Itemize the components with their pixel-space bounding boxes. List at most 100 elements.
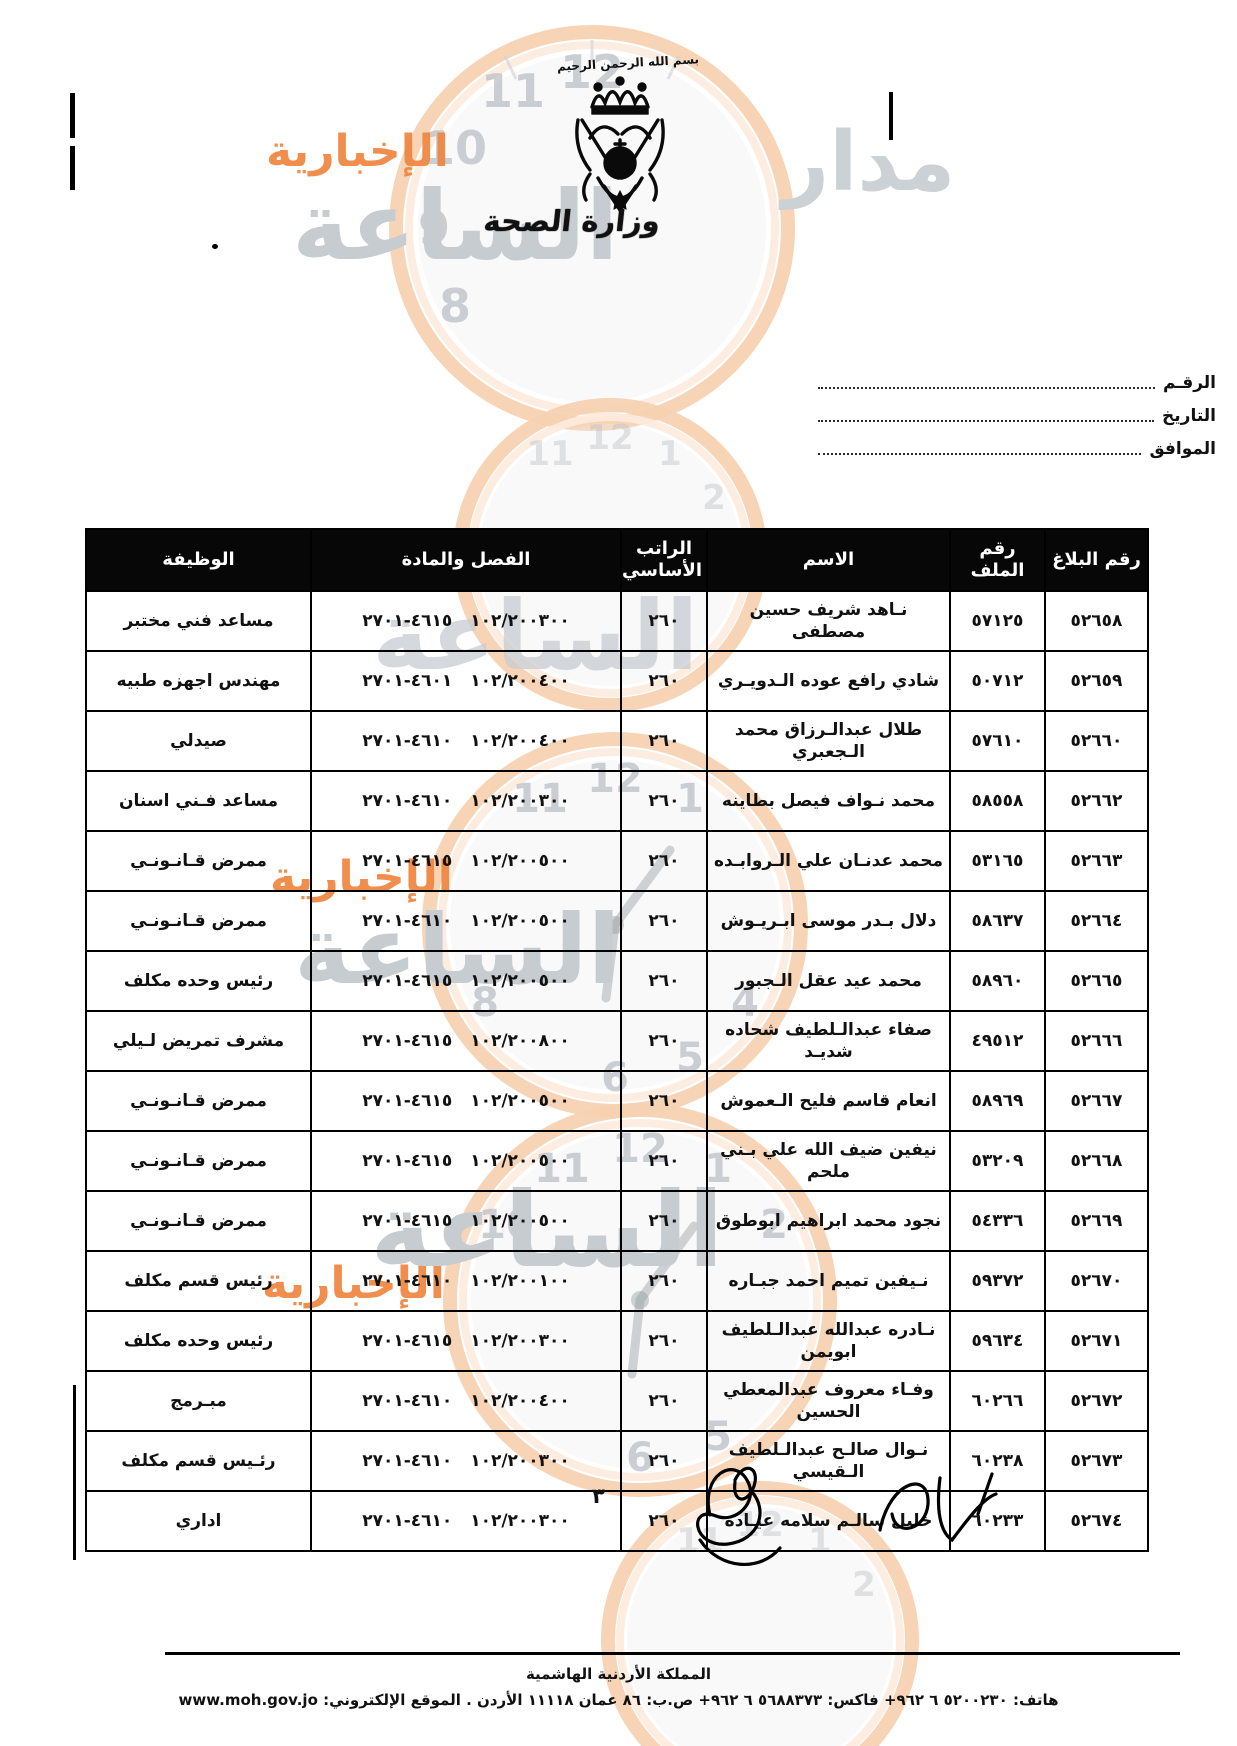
name-cell: دلال بـدر موسى ابـريـوش xyxy=(706,890,951,952)
table-row: ٥٢٦٧١ ٥٩٦٣٤ نـادره عبدالله عبدالـلطيف اب… xyxy=(85,1310,1149,1372)
ref-date-row: التاريخ xyxy=(818,393,1216,426)
file-number-cell: ٥٧١٢٥ xyxy=(949,590,1046,652)
wm-clock-number: 1 xyxy=(658,434,682,474)
job-cell: مشرف تمريض لـيلي xyxy=(85,1010,312,1072)
chapter-value: ١٠٢/٢٠٠٣٠٠ ٤٦١٠-٢٧٠١ xyxy=(362,790,570,811)
column-header-file-number: رقم الملف xyxy=(949,528,1046,592)
job-cell: ممرض قـانـونـي xyxy=(85,1070,312,1132)
column-header-name: الاسم xyxy=(706,528,951,592)
salary-cell: ٢٦٠ xyxy=(620,1370,708,1432)
chapter-value: ١٠٢/٢٠٠١٠٠ ٤٦١٠-٢٧٠١ xyxy=(362,1270,570,1291)
ref-agreed-dotted-line xyxy=(818,452,1142,455)
scan-artifact xyxy=(70,146,75,190)
chapter-value: ١٠٢/٢٠٠٥٠٠ ٤٦١٥-٢٧٠١ xyxy=(362,1210,570,1231)
table-row: ٥٢٦٧٠ ٥٩٣٧٢ نـيفين تميم احمد جبـاره ٢٦٠ … xyxy=(85,1250,1149,1312)
chapter-cell: ١٠٢/٢٠٠٥٠٠ ٤٦١٠-٢٧٠١ xyxy=(310,890,622,952)
file-number-cell: ٥٣٢٠٩ xyxy=(949,1130,1046,1192)
balagh-number-cell: ٥٢٦٦٨ xyxy=(1044,1130,1149,1192)
chapter-value: ١٠٢/٢٠٠٨٠٠ ٤٦١٥-٢٧٠١ xyxy=(362,1030,570,1051)
balagh-number-cell: ٥٢٦٧١ xyxy=(1044,1310,1149,1372)
table-row: ٥٢٦٦٤ ٥٨٦٣٧ دلال بـدر موسى ابـريـوش ٢٦٠ … xyxy=(85,890,1149,952)
chapter-cell: ١٠٢/٢٠٠٥٠٠ ٤٦١٥-٢٧٠١ xyxy=(310,1130,622,1192)
name-cell: نجود محمد ابراهيم ابوطوق xyxy=(706,1190,951,1252)
file-number-cell: ٥٨٩٦٩ xyxy=(949,1070,1046,1132)
chapter-cell: ١٠٢/٢٠٠٨٠٠ ٤٦١٥-٢٧٠١ xyxy=(310,1010,622,1072)
chapter-value: ١٠٢/٢٠٠٤٠٠ ٤٦١٠-٢٧٠١ xyxy=(362,1390,570,1411)
file-number-cell: ٦٠٢٣٨ xyxy=(949,1430,1046,1492)
file-number-cell: ٥٤٣٣٦ xyxy=(949,1190,1046,1252)
job-cell: مبـرمج xyxy=(85,1370,312,1432)
chapter-cell: ١٠٢/٢٠٠٣٠٠ ٤٦١٠-٢٧٠١ xyxy=(310,770,622,832)
wm-clock-number: 2 xyxy=(852,1565,876,1605)
scan-artifact xyxy=(212,244,218,249)
balagh-number-cell: ٥٢٦٧٤ xyxy=(1044,1490,1149,1552)
file-number-cell: ٥٩٦٣٤ xyxy=(949,1310,1046,1372)
table-row: ٥٢٦٦٢ ٥٨٥٥٨ محمد نـواف فيصل بطاينه ٢٦٠ ١… xyxy=(85,770,1149,832)
file-number-cell: ٥٨٦٣٧ xyxy=(949,890,1046,952)
wm-clock-number: 12 xyxy=(560,45,624,99)
name-cell: نـادره عبدالله عبدالـلطيف ابويمن xyxy=(706,1310,951,1372)
salary-cell: ٢٦٠ xyxy=(620,710,708,772)
job-cell: ممرض قـانـونـي xyxy=(85,1190,312,1252)
name-cell: نـيفين تميم احمد جبـاره xyxy=(706,1250,951,1312)
job-cell: رئيس وحده مكلف xyxy=(85,950,312,1012)
wm-clock-number: 12 xyxy=(586,418,633,458)
file-number-cell: ٥٨٩٦٠ xyxy=(949,950,1046,1012)
table-header-row: رقم البلاغ رقم الملف الاسم الراتب الأساس… xyxy=(85,528,1149,592)
balagh-number-cell: ٥٢٦٦٤ xyxy=(1044,890,1149,952)
balagh-number-cell: ٥٢٦٦٢ xyxy=(1044,770,1149,832)
table-row: ٥٢٦٥٩ ٥٠٧١٢ شادي رافع عوده الـدويـري ٢٦٠… xyxy=(85,650,1149,712)
chapter-value: ١٠٢/٢٠٠٥٠٠ ٤٦١٥-٢٧٠١ xyxy=(362,970,570,991)
wm-clock-number: 8 xyxy=(439,279,471,333)
job-cell: مساعد فني مختبر xyxy=(85,590,312,652)
watermark-clock: 12 11 10 9 8 xyxy=(389,25,795,431)
chapter-cell: ١٠٢/٢٠٠٣٠٠ ٤٦١٠-٢٧٠١ xyxy=(310,1430,622,1492)
name-cell: شادي رافع عوده الـدويـري xyxy=(706,650,951,712)
file-number-cell: ٥٣١٦٥ xyxy=(949,830,1046,892)
wm-clock-number: 9 xyxy=(418,201,450,255)
column-header-job-title: الوظيفة xyxy=(85,528,312,592)
table-row: ٥٢٦٧٣ ٦٠٢٣٨ نـوال صالـح عبدالـلطيف الـقي… xyxy=(85,1430,1149,1492)
chapter-cell: ١٠٢/٢٠٠١٠٠ ٤٦١٠-٢٧٠١ xyxy=(310,1250,622,1312)
balagh-number-cell: ٥٢٦٧٢ xyxy=(1044,1370,1149,1432)
wm-clock-number: 11 xyxy=(481,64,545,118)
job-cell: رئيس قسم مكلف xyxy=(85,1250,312,1312)
job-cell: مهندس اجهزه طبيه xyxy=(85,650,312,712)
name-cell: محمد عيد عقل الـجبور xyxy=(706,950,951,1012)
chapter-cell: ١٠٢/٢٠٠٤٠٠ ٤٦١٠-٢٧٠١ xyxy=(310,710,622,772)
ref-date-dotted-line xyxy=(818,419,1155,422)
salary-cell: ٢٦٠ xyxy=(620,1310,708,1372)
scan-artifact xyxy=(73,1385,76,1560)
salary-cell: ٢٦٠ xyxy=(620,890,708,952)
table-row: ٥٢٦٦٧ ٥٨٩٦٩ انعام قاسم فليح الـعموش ٢٦٠ … xyxy=(85,1070,1149,1132)
ref-number-row: الرقـم xyxy=(818,360,1216,393)
coat-of-arms-icon xyxy=(575,76,665,214)
ministry-calligraphy: وزارة الصحة xyxy=(481,204,663,238)
ref-number-label: الرقـم xyxy=(1162,373,1216,393)
chapter-cell: ١٠٢/٢٠٠٣٠٠ ٤٦١٠-٢٧٠١ xyxy=(310,1490,622,1552)
watermark-brand-sub: الإخبارية xyxy=(266,126,449,177)
file-number-cell: ٤٩٥١٢ xyxy=(949,1010,1046,1072)
chapter-value: ١٠٢/٢٠٠٤٠٠ ٤٦١٠-٢٧٠١ xyxy=(362,730,570,751)
salary-cell: ٢٦٠ xyxy=(620,950,708,1012)
column-header-basic-salary: الراتب الأساسي xyxy=(620,528,708,592)
chapter-cell: ١٠٢/٢٠٠٣٠٠ ٤٦١٥-٢٧٠١ xyxy=(310,1310,622,1372)
name-cell: طلال عبدالـرزاق محمد الـجعبري xyxy=(706,710,951,772)
salary-cell: ٢٦٠ xyxy=(620,1130,708,1192)
balagh-number-cell: ٥٢٦٧٠ xyxy=(1044,1250,1149,1312)
footer-rule xyxy=(165,1652,1180,1655)
chapter-value: ١٠٢/٢٠٠٣٠٠ ٤٦١٥-٢٧٠١ xyxy=(362,1330,570,1351)
footer-kingdom: المملكة الأردنية الهاشمية xyxy=(525,1665,712,1683)
ref-number-dotted-line xyxy=(818,386,1155,389)
file-number-cell: ٥٨٥٥٨ xyxy=(949,770,1046,832)
name-cell: محمد نـواف فيصل بطاينه xyxy=(706,770,951,832)
balagh-number-cell: ٥٢٦٦٥ xyxy=(1044,950,1149,1012)
wm-clock-number: 11 xyxy=(526,434,573,474)
file-number-cell: ٥٠٧١٢ xyxy=(949,650,1046,712)
ref-agreed-label: الموافق xyxy=(1149,439,1216,459)
wm-clock-number: 2 xyxy=(702,478,726,518)
scan-artifact xyxy=(70,93,75,138)
chapter-value: ١٠٢/٢٠٠٣٠٠ ٤٦١٠-٢٧٠١ xyxy=(362,1510,570,1531)
ref-agreed-row: الموافق xyxy=(818,426,1216,459)
